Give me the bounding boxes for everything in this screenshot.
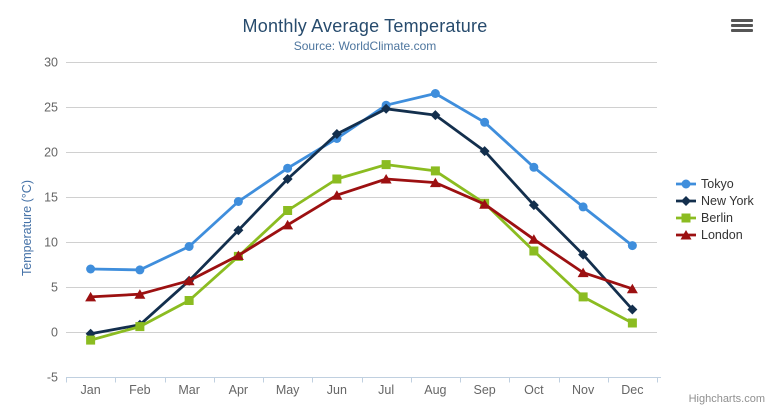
x-tick-label: Nov: [572, 383, 595, 397]
data-point-marker[interactable]: [380, 174, 392, 184]
data-point-marker[interactable]: [232, 250, 244, 261]
data-point-marker[interactable]: [430, 166, 440, 176]
data-point-marker[interactable]: [381, 103, 392, 114]
data-point-marker[interactable]: [578, 292, 588, 302]
legend-item-london[interactable]: London: [676, 226, 754, 243]
data-point-marker[interactable]: [627, 241, 637, 251]
data-point-marker[interactable]: [282, 174, 293, 184]
legend: Tokyo New York Berlin London: [676, 175, 754, 243]
x-tick-label: Mar: [178, 383, 200, 397]
series-line-berlin[interactable]: [89, 163, 634, 342]
data-point-marker[interactable]: [627, 318, 637, 328]
data-point-marker[interactable]: [529, 162, 539, 172]
data-point-marker[interactable]: [85, 291, 97, 302]
data-point-marker[interactable]: [134, 289, 146, 299]
data-point-marker[interactable]: [577, 267, 589, 278]
data-point-marker[interactable]: [578, 202, 588, 212]
data-point-marker[interactable]: [578, 249, 589, 260]
legend-marker-triangle: [676, 229, 696, 239]
x-tick-label: Jan: [81, 383, 101, 397]
data-point-marker[interactable]: [332, 174, 342, 184]
data-point-marker[interactable]: [233, 197, 243, 206]
data-point-marker[interactable]: [331, 129, 342, 139]
x-axis: [66, 377, 661, 383]
y-axis-labels: -5 0 5 10 15 20 25 30: [44, 56, 58, 385]
data-point-marker[interactable]: [184, 296, 194, 305]
chart-title: Monthly Average Temperature: [242, 16, 488, 36]
x-tick-label: Sep: [474, 383, 496, 397]
data-point-marker[interactable]: [480, 117, 490, 127]
data-point-marker[interactable]: [528, 234, 540, 244]
series-london[interactable]: [85, 174, 638, 302]
data-point-marker[interactable]: [331, 190, 343, 200]
data-point-marker[interactable]: [283, 163, 293, 173]
hamburger-icon: [731, 29, 753, 32]
legend-marker-circle: [676, 179, 696, 188]
data-point-marker[interactable]: [381, 160, 391, 170]
y-tick-label: -5: [47, 371, 58, 385]
x-tick-label: Jun: [327, 383, 347, 397]
data-point-marker[interactable]: [233, 225, 244, 236]
chart-subtitle: Source: WorldClimate.com: [293, 39, 437, 53]
x-tick-label: Aug: [424, 383, 446, 397]
x-tick-label: Apr: [229, 383, 248, 397]
data-point-marker[interactable]: [86, 335, 96, 345]
x-tick-label: Oct: [524, 383, 544, 397]
y-axis-title: Temperature (°C): [20, 180, 34, 276]
data-point-marker[interactable]: [528, 200, 539, 211]
legend-label: Tokyo: [701, 176, 734, 191]
legend-marker-square: [676, 213, 696, 222]
data-point-marker[interactable]: [529, 246, 539, 256]
legend-item-new-york[interactable]: New York: [676, 192, 754, 209]
gridlines: [66, 62, 657, 333]
data-point-marker[interactable]: [627, 304, 638, 315]
series-tokyo[interactable]: [86, 89, 637, 275]
legend-item-tokyo[interactable]: Tokyo: [676, 175, 754, 192]
hamburger-icon: [731, 24, 753, 27]
y-tick-label: 10: [44, 236, 58, 250]
legend-label: London: [701, 227, 743, 242]
data-point-marker[interactable]: [479, 146, 490, 157]
legend-label: New York: [701, 193, 754, 208]
context-menu-button[interactable]: [731, 18, 753, 33]
x-tick-label: Jul: [378, 383, 394, 397]
y-tick-label: 30: [44, 56, 58, 70]
highcharts-credit-link[interactable]: Highcharts.com: [688, 393, 765, 405]
data-point-marker[interactable]: [430, 110, 441, 121]
x-tick-label: Dec: [621, 383, 643, 397]
y-tick-label: 0: [51, 326, 58, 340]
x-tick-label: May: [276, 383, 300, 397]
data-point-marker[interactable]: [135, 265, 145, 275]
data-point-marker[interactable]: [283, 206, 293, 215]
y-tick-label: 15: [44, 191, 58, 205]
data-point-marker[interactable]: [479, 199, 491, 209]
data-point-marker[interactable]: [183, 275, 195, 286]
series-line-london[interactable]: [89, 177, 634, 299]
x-tick-label: Feb: [129, 383, 151, 397]
data-point-marker[interactable]: [135, 322, 145, 332]
x-axis-labels: Jan Feb Mar Apr May Jun Jul Aug Sep Oct Nov Dec: [81, 383, 644, 397]
data-point-marker[interactable]: [184, 242, 194, 251]
hamburger-icon: [731, 19, 753, 22]
legend-label: Berlin: [701, 210, 733, 225]
legend-item-berlin[interactable]: Berlin: [676, 209, 754, 226]
data-point-marker[interactable]: [282, 219, 294, 230]
data-point-marker[interactable]: [626, 283, 638, 294]
series-line-new-york[interactable]: [89, 107, 634, 336]
data-point-marker[interactable]: [86, 264, 96, 274]
data-point-marker[interactable]: [430, 89, 440, 98]
y-tick-label: 25: [44, 101, 58, 115]
legend-marker-diamond: [676, 195, 696, 206]
series-new-york[interactable]: [85, 103, 638, 339]
y-tick-label: 5: [51, 281, 58, 295]
y-tick-label: 20: [44, 146, 58, 160]
data-point-marker[interactable]: [429, 177, 441, 188]
